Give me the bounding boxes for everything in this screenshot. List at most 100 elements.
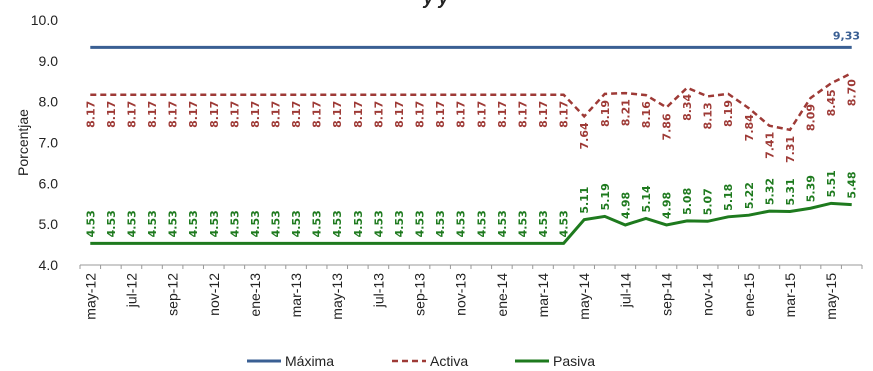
pasiva-data-label: 4.98 [619, 192, 632, 219]
x-tick-label: mar-13 [288, 273, 304, 318]
series-line-pasiva [90, 201, 852, 245]
activa-data-label: 7.41 [763, 132, 776, 159]
pasiva-data-label: 4.53 [496, 210, 509, 237]
activa-data-label: 8.17 [414, 101, 427, 128]
activa-data-label: 8.17 [372, 101, 385, 128]
x-tick-label: jul-14 [617, 273, 633, 308]
x-tick-label: may-14 [576, 273, 592, 320]
y-axis-label: Porcentjae [15, 109, 31, 176]
activa-data-label: 8.17 [270, 101, 283, 128]
pasiva-data-label: 5.19 [599, 183, 612, 210]
x-tick-label: ene-15 [741, 273, 757, 317]
y-tick-label: 7.0 [39, 135, 59, 151]
maxima-end-label: 9,33 [833, 29, 860, 42]
x-tick-label: sep-12 [165, 273, 181, 316]
pasiva-data-label: 4.53 [84, 210, 97, 237]
x-tick-label: sep-14 [659, 273, 675, 316]
pasiva-data-label: 4.53 [167, 210, 180, 237]
pasiva-data-label: 4.53 [290, 210, 303, 237]
pasiva-data-label: 4.53 [558, 210, 571, 237]
activa-data-label: 8.16 [640, 101, 653, 128]
legend-label-pasiva: Pasiva [553, 353, 595, 369]
x-tick-label: jul-13 [370, 273, 386, 308]
y-tick-label: 10.0 [31, 12, 58, 28]
pasiva-data-label: 5.07 [702, 188, 715, 215]
activa-data-label: 8.17 [496, 101, 509, 128]
pasiva-data-label: 4.53 [331, 210, 344, 237]
activa-data-label: 8.09 [805, 104, 818, 131]
legend-label-máxima: Máxima [285, 353, 334, 369]
pasiva-data-label: 5.51 [825, 170, 838, 197]
pasiva-data-label: 4.53 [105, 210, 118, 237]
pasiva-data-label: 4.53 [125, 210, 138, 237]
x-tick-label: sep-13 [412, 273, 428, 316]
x-tick-label: mar-14 [535, 273, 551, 318]
activa-data-label: 8.19 [722, 100, 735, 127]
activa-data-label: 8.17 [105, 101, 118, 128]
activa-data-label: 8.17 [167, 101, 180, 128]
pasiva-data-label: 5.18 [722, 184, 735, 211]
activa-data-label: 8.17 [393, 101, 406, 128]
pasiva-data-label: 5.14 [640, 185, 653, 212]
x-tick-label: may-12 [82, 273, 98, 320]
activa-data-label: 7.84 [743, 114, 756, 141]
activa-data-label: 8.17 [475, 101, 488, 128]
x-tick-label: ene-14 [494, 273, 510, 317]
pasiva-data-label: 5.39 [805, 175, 818, 202]
activa-data-label: 8.17 [290, 101, 303, 128]
activa-data-label: 8.17 [455, 101, 468, 128]
pasiva-data-label: 4.53 [249, 210, 262, 237]
pasiva-data-label: 4.53 [270, 210, 283, 237]
activa-data-label: 8.17 [208, 101, 221, 128]
pasiva-data-label: 4.53 [537, 210, 550, 237]
x-tick-label: nov-14 [700, 273, 716, 316]
pasiva-data-label: 4.53 [187, 210, 200, 237]
x-tick-label: may-13 [329, 273, 345, 320]
x-tick-label: mar-15 [782, 273, 798, 318]
x-tick-label: may-15 [823, 273, 839, 320]
y-tick-label: 6.0 [39, 175, 59, 191]
pasiva-data-label: 4.53 [414, 210, 427, 237]
y-tick-label: 5.0 [39, 216, 59, 232]
pasiva-data-label: 4.53 [311, 210, 324, 237]
activa-data-label: 8.17 [434, 101, 447, 128]
x-tick-label: jul-12 [123, 273, 139, 308]
activa-data-label: 8.70 [846, 79, 859, 106]
activa-data-label: 8.34 [681, 93, 694, 120]
x-tick-label: ene-13 [247, 273, 263, 317]
y-tick-label: 8.0 [39, 94, 59, 110]
series-line-activa [90, 71, 853, 132]
chart-title: y y [422, 0, 449, 8]
pasiva-data-label: 4.53 [228, 210, 241, 237]
activa-data-label: 8.17 [516, 101, 529, 128]
x-tick-label: nov-13 [453, 273, 469, 316]
legend-label-activa: Activa [430, 353, 468, 369]
pasiva-data-label: 5.48 [846, 171, 859, 198]
pasiva-data-label: 4.53 [208, 210, 221, 237]
activa-data-label: 8.17 [352, 101, 365, 128]
y-tick-label: 9.0 [39, 53, 59, 69]
activa-data-label: 8.17 [311, 101, 324, 128]
pasiva-data-label: 5.08 [681, 188, 694, 215]
activa-data-label: 7.31 [784, 136, 797, 163]
y-tick-label: 4.0 [39, 257, 59, 273]
x-tick-label: nov-12 [206, 273, 222, 316]
activa-data-label: 8.17 [84, 101, 97, 128]
activa-data-label: 8.17 [146, 101, 159, 128]
activa-data-label: 8.17 [537, 101, 550, 128]
pasiva-data-label: 4.53 [516, 210, 529, 237]
activa-data-label: 8.13 [702, 102, 715, 129]
activa-data-label: 8.45 [825, 89, 838, 116]
pasiva-data-label: 5.22 [743, 182, 756, 209]
pasiva-data-label: 4.53 [372, 210, 385, 237]
pasiva-data-label: 5.31 [784, 178, 797, 205]
pasiva-data-label: 5.11 [578, 187, 591, 214]
activa-data-label: 7.86 [661, 113, 674, 140]
activa-data-label: 8.17 [187, 101, 200, 128]
activa-data-label: 8.17 [249, 101, 262, 128]
activa-data-label: 8.17 [331, 101, 344, 128]
pasiva-data-label: 4.53 [475, 210, 488, 237]
pasiva-data-label: 4.53 [146, 210, 159, 237]
pasiva-data-label: 4.53 [455, 210, 468, 237]
